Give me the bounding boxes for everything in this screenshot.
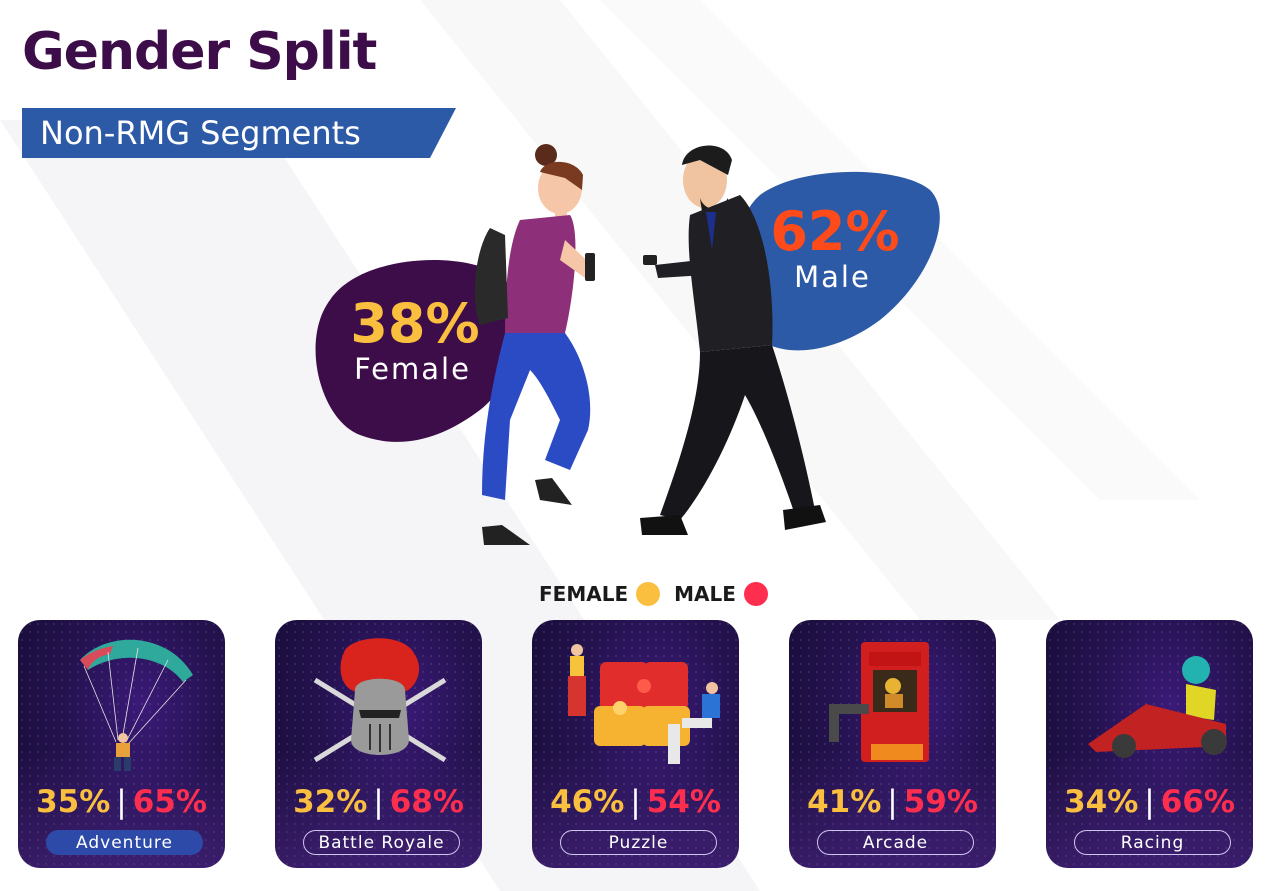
paraglider-icon bbox=[80, 639, 193, 771]
segment-values: 34% | 66% bbox=[1064, 784, 1235, 820]
segment-female-value: 46% bbox=[550, 784, 625, 820]
segment-card-racing[interactable]: 34% | 66% Racing bbox=[1046, 620, 1253, 868]
legend-male-dot bbox=[743, 582, 768, 606]
segment-male-value: 66% bbox=[1160, 784, 1235, 820]
male-label: Male bbox=[794, 260, 871, 294]
segment-label[interactable]: Battle Royale bbox=[303, 830, 460, 855]
segment-label[interactable]: Racing bbox=[1074, 830, 1231, 855]
male-percent: 62% bbox=[770, 200, 900, 263]
segment-female-value: 32% bbox=[293, 784, 368, 820]
female-label: Female bbox=[354, 352, 471, 386]
male-figure bbox=[640, 145, 826, 535]
segment-male-value: 68% bbox=[389, 784, 464, 820]
segment-female-value: 41% bbox=[807, 784, 882, 820]
segment-female-value: 34% bbox=[1064, 784, 1139, 820]
segment-card-puzzle[interactable]: 46% | 54% Puzzle bbox=[532, 620, 739, 868]
segment-values: 41% | 59% bbox=[807, 784, 978, 820]
female-percent: 38% bbox=[350, 292, 480, 355]
knight-helmet-icon bbox=[313, 638, 447, 763]
segment-label[interactable]: Arcade bbox=[817, 830, 974, 855]
segment-card-adventure[interactable]: 35% | 65% Adventure bbox=[18, 620, 225, 868]
legend-male-label: MALE bbox=[674, 582, 736, 606]
segment-male-value: 65% bbox=[132, 784, 207, 820]
page-title: Gender Split bbox=[22, 22, 377, 82]
segment-values: 35% | 65% bbox=[36, 784, 207, 820]
segment-label[interactable]: Adventure bbox=[46, 830, 203, 855]
segment-male-value: 54% bbox=[646, 784, 721, 820]
legend-female-label: FEMALE bbox=[539, 582, 629, 606]
female-figure bbox=[474, 144, 595, 545]
legend: FEMALE MALE bbox=[539, 580, 782, 608]
segment-values: 32% | 68% bbox=[293, 784, 464, 820]
legend-female-dot bbox=[636, 582, 661, 606]
go-kart-icon bbox=[1088, 656, 1227, 758]
segment-label[interactable]: Puzzle bbox=[560, 830, 717, 855]
segment-card-arcade[interactable]: 41% | 59% Arcade bbox=[789, 620, 996, 868]
female-blob bbox=[315, 260, 518, 442]
segment-card-battle-royale[interactable]: 32% | 68% Battle Royale bbox=[275, 620, 482, 868]
subtitle-banner: Non-RMG Segments bbox=[22, 108, 456, 158]
puzzle-icon bbox=[568, 644, 720, 764]
segment-male-value: 59% bbox=[903, 784, 978, 820]
segment-female-value: 35% bbox=[36, 784, 111, 820]
male-blob bbox=[735, 171, 940, 351]
segment-values: 46% | 54% bbox=[550, 784, 721, 820]
arcade-machine-icon bbox=[829, 642, 929, 762]
subtitle-text: Non-RMG Segments bbox=[40, 114, 361, 152]
